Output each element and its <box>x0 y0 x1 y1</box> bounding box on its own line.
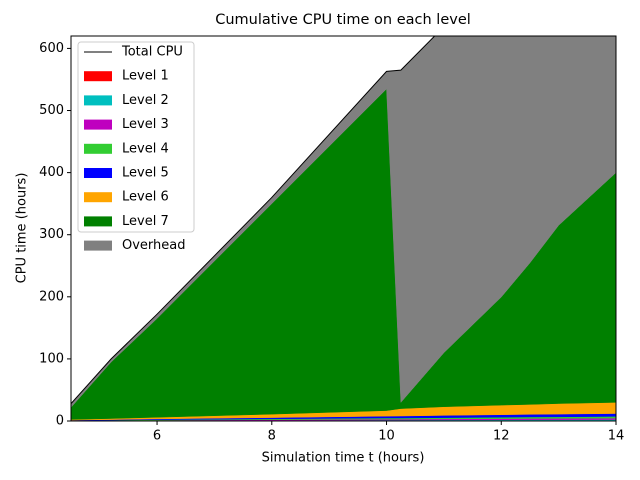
y-axis-label: CPU time (hours) <box>15 173 30 284</box>
legend-swatch <box>84 192 112 203</box>
legend-box <box>77 41 195 233</box>
legend-swatch <box>84 95 112 106</box>
legend-label: Total CPU <box>121 45 183 60</box>
y-tick-label: 200 <box>39 289 64 304</box>
legend-label: Level 1 <box>122 69 169 84</box>
plot-area <box>71 36 616 421</box>
y-tick-label: 100 <box>39 351 64 366</box>
y-tick-label: 600 <box>39 41 64 56</box>
chart-title: Cumulative CPU time on each level <box>215 12 471 28</box>
y-tick-label: 400 <box>39 165 64 180</box>
x-tick-label: 6 <box>153 429 161 444</box>
legend-label: Level 6 <box>122 190 169 205</box>
legend-swatch <box>84 119 112 130</box>
legend-label: Overhead <box>122 238 186 253</box>
plot-frame <box>70 35 617 422</box>
total-line <box>71 36 436 404</box>
legend-swatch <box>84 168 112 178</box>
y-tick-label: 500 <box>39 103 64 118</box>
x-tick-label: 8 <box>268 429 276 444</box>
legend-swatch <box>84 71 112 82</box>
legend-label: Level 3 <box>122 117 169 132</box>
legend-label: Level 4 <box>122 141 169 156</box>
legend-swatch <box>84 240 112 251</box>
y-tick-label: 300 <box>39 227 64 242</box>
legend-swatch <box>84 143 112 154</box>
legend-swatch <box>84 216 112 227</box>
x-tick-label: 10 <box>378 429 395 444</box>
x-tick-label: 14 <box>608 429 625 444</box>
legend-label: Level 7 <box>122 214 169 229</box>
y-tick-label: 0 <box>56 414 64 429</box>
legend-label: Level 2 <box>122 93 169 108</box>
x-axis-label: Simulation time t (hours) <box>262 451 425 466</box>
legend: Total CPU Level 1 Level 2 Level 3 Level 4 Lev… <box>77 41 195 253</box>
x-tick-label: 12 <box>493 429 510 444</box>
legend-label: Level 5 <box>122 166 169 181</box>
